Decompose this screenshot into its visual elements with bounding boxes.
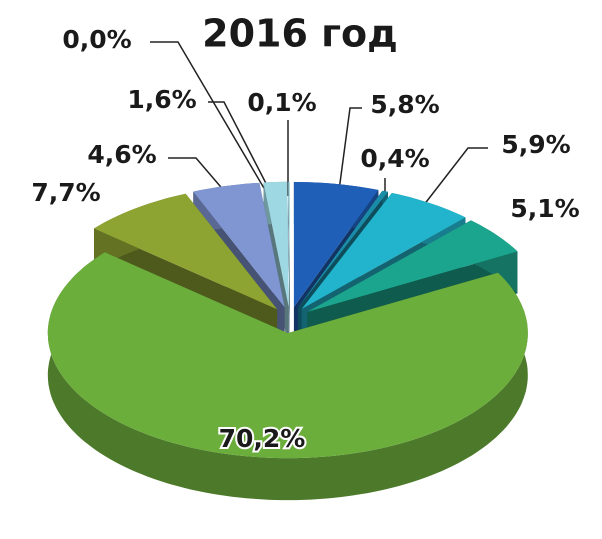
pie-slice: [288, 181, 290, 307]
leader-line: [419, 147, 488, 211]
slice-tops: [47, 181, 528, 459]
data-label: 7,7%: [31, 178, 100, 207]
pie-slice: [94, 193, 278, 310]
leader-line: [150, 41, 269, 196]
data-label: 0,1%: [247, 88, 316, 117]
pie-slice: [263, 181, 289, 307]
pie-slice: [293, 182, 379, 307]
pie-slice: [307, 220, 518, 312]
data-label: 0,4%: [360, 144, 429, 173]
leader-line: [208, 101, 273, 196]
chart-title: 2016 год: [202, 12, 398, 56]
data-label: 5,1%: [510, 194, 579, 223]
pie-slice: [47, 252, 528, 459]
data-label: 4,6%: [87, 140, 156, 169]
data-label: 70,2%: [219, 424, 306, 453]
data-label: 0,0%: [62, 25, 131, 54]
leader-line: [168, 157, 233, 201]
data-label: 1,6%: [127, 85, 196, 114]
data-label: 5,8%: [370, 90, 439, 119]
leader-lines: [150, 41, 488, 211]
pie-slice: [298, 190, 388, 308]
pie-slice: [301, 193, 466, 309]
pie-slice: [193, 182, 285, 308]
data-label: 5,9%: [501, 130, 570, 159]
leader-line: [337, 107, 362, 199]
slice-side: [288, 181, 290, 349]
